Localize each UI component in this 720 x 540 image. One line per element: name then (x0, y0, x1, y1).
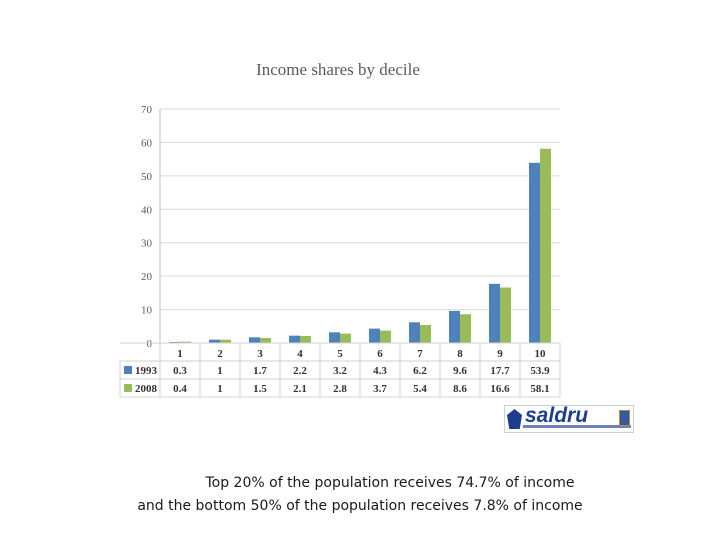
data-table: 1 2 3 4 5 6 7 8 9 10 1993 0.3 1 1.7 2.2 3.2 4.3 6.2 9.6 17.… (119, 342, 561, 398)
saldru-logo: saldru (504, 404, 634, 433)
bar-2008-decile-10 (540, 148, 551, 343)
x-tick-label: 6 (377, 348, 383, 360)
y-tick-label: 40 (141, 204, 153, 216)
logo-tagline-bar (523, 425, 631, 428)
data-label-1993: 3.2 (333, 365, 347, 377)
logo-emblem-icon (507, 409, 522, 429)
data-label-2008: 1 (217, 383, 223, 395)
data-label-2008: 2.8 (333, 383, 347, 395)
data-label-2008: 58.1 (530, 383, 549, 395)
y-tick-label: 30 (141, 238, 153, 250)
bar-2008-decile-1 (180, 341, 191, 343)
chart-title: Income shares by decile (256, 60, 420, 79)
x-tick-label: 3 (257, 348, 263, 360)
caption-line-2: and the bottom 50% of the population rec… (137, 498, 583, 514)
bar-1993-decile-3 (249, 337, 260, 343)
bar-2008-decile-6 (380, 330, 391, 343)
data-label-1993: 2.2 (293, 365, 307, 377)
data-label-2008: 16.6 (490, 383, 510, 395)
bar-1993-decile-6 (369, 328, 380, 343)
data-label-1993: 6.2 (413, 365, 427, 377)
data-label-1993: 4.3 (373, 365, 387, 377)
legend-label-1993: 1993 (135, 365, 158, 377)
data-label-1993: 1.7 (253, 365, 267, 377)
x-tick-label: 4 (297, 348, 303, 360)
data-label-1993: 1 (217, 365, 223, 377)
bar-2008-decile-2 (220, 339, 231, 343)
legend-label-2008: 2008 (135, 383, 158, 395)
y-tick-label: 70 (141, 104, 153, 116)
data-label-2008: 0.4 (173, 383, 187, 395)
legend-swatch-2008 (124, 384, 132, 392)
bars (169, 148, 551, 343)
bar-2008-decile-8 (460, 314, 471, 343)
gridlines (159, 108, 560, 344)
bar-1993-decile-4 (289, 335, 300, 343)
x-tick-label: 7 (417, 348, 423, 360)
data-label-1993: 9.6 (453, 365, 467, 377)
y-tick-label: 20 (141, 271, 153, 283)
data-label-1993: 0.3 (173, 365, 187, 377)
logo-wordmark: saldru (525, 404, 589, 427)
caption-line-1: Top 20% of the population receives 74.7%… (205, 475, 575, 491)
y-tick-label: 10 (141, 305, 153, 317)
y-tick-label: 0 (147, 338, 153, 350)
bar-1993-decile-9 (489, 283, 500, 343)
data-label-2008: 3.7 (373, 383, 387, 395)
data-label-1993: 17.7 (490, 365, 510, 377)
x-tick-label: 1 (177, 348, 183, 360)
x-tick-label: 8 (457, 348, 463, 360)
bar-2008-decile-9 (500, 287, 511, 343)
x-tick-label: 2 (217, 348, 223, 360)
data-label-2008: 1.5 (253, 383, 267, 395)
data-label-2008: 5.4 (413, 383, 427, 395)
bar-2008-decile-7 (420, 324, 431, 343)
bar-2008-decile-5 (340, 333, 351, 343)
y-axis-ticks: 0 10 20 30 40 50 60 70 (141, 104, 153, 350)
y-tick-label: 50 (141, 171, 153, 183)
data-label-1993: 53.9 (530, 365, 550, 377)
bar-1993-decile-10 (529, 162, 540, 343)
bar-2008-decile-3 (260, 337, 271, 343)
bar-1993-decile-2 (209, 339, 220, 343)
x-tick-label: 9 (497, 348, 503, 360)
legend-swatch-1993 (124, 366, 132, 374)
bar-2008-decile-4 (300, 335, 311, 343)
crest-icon (619, 410, 630, 426)
data-label-2008: 8.6 (453, 383, 467, 395)
bar-1993-decile-5 (329, 332, 340, 343)
x-tick-label: 10 (535, 348, 547, 360)
x-tick-label: 5 (337, 348, 343, 360)
bar-1993-decile-7 (409, 322, 420, 343)
data-label-2008: 2.1 (293, 383, 307, 395)
y-tick-label: 60 (141, 137, 153, 149)
bar-1993-decile-1 (169, 341, 180, 343)
bar-1993-decile-8 (449, 310, 460, 343)
